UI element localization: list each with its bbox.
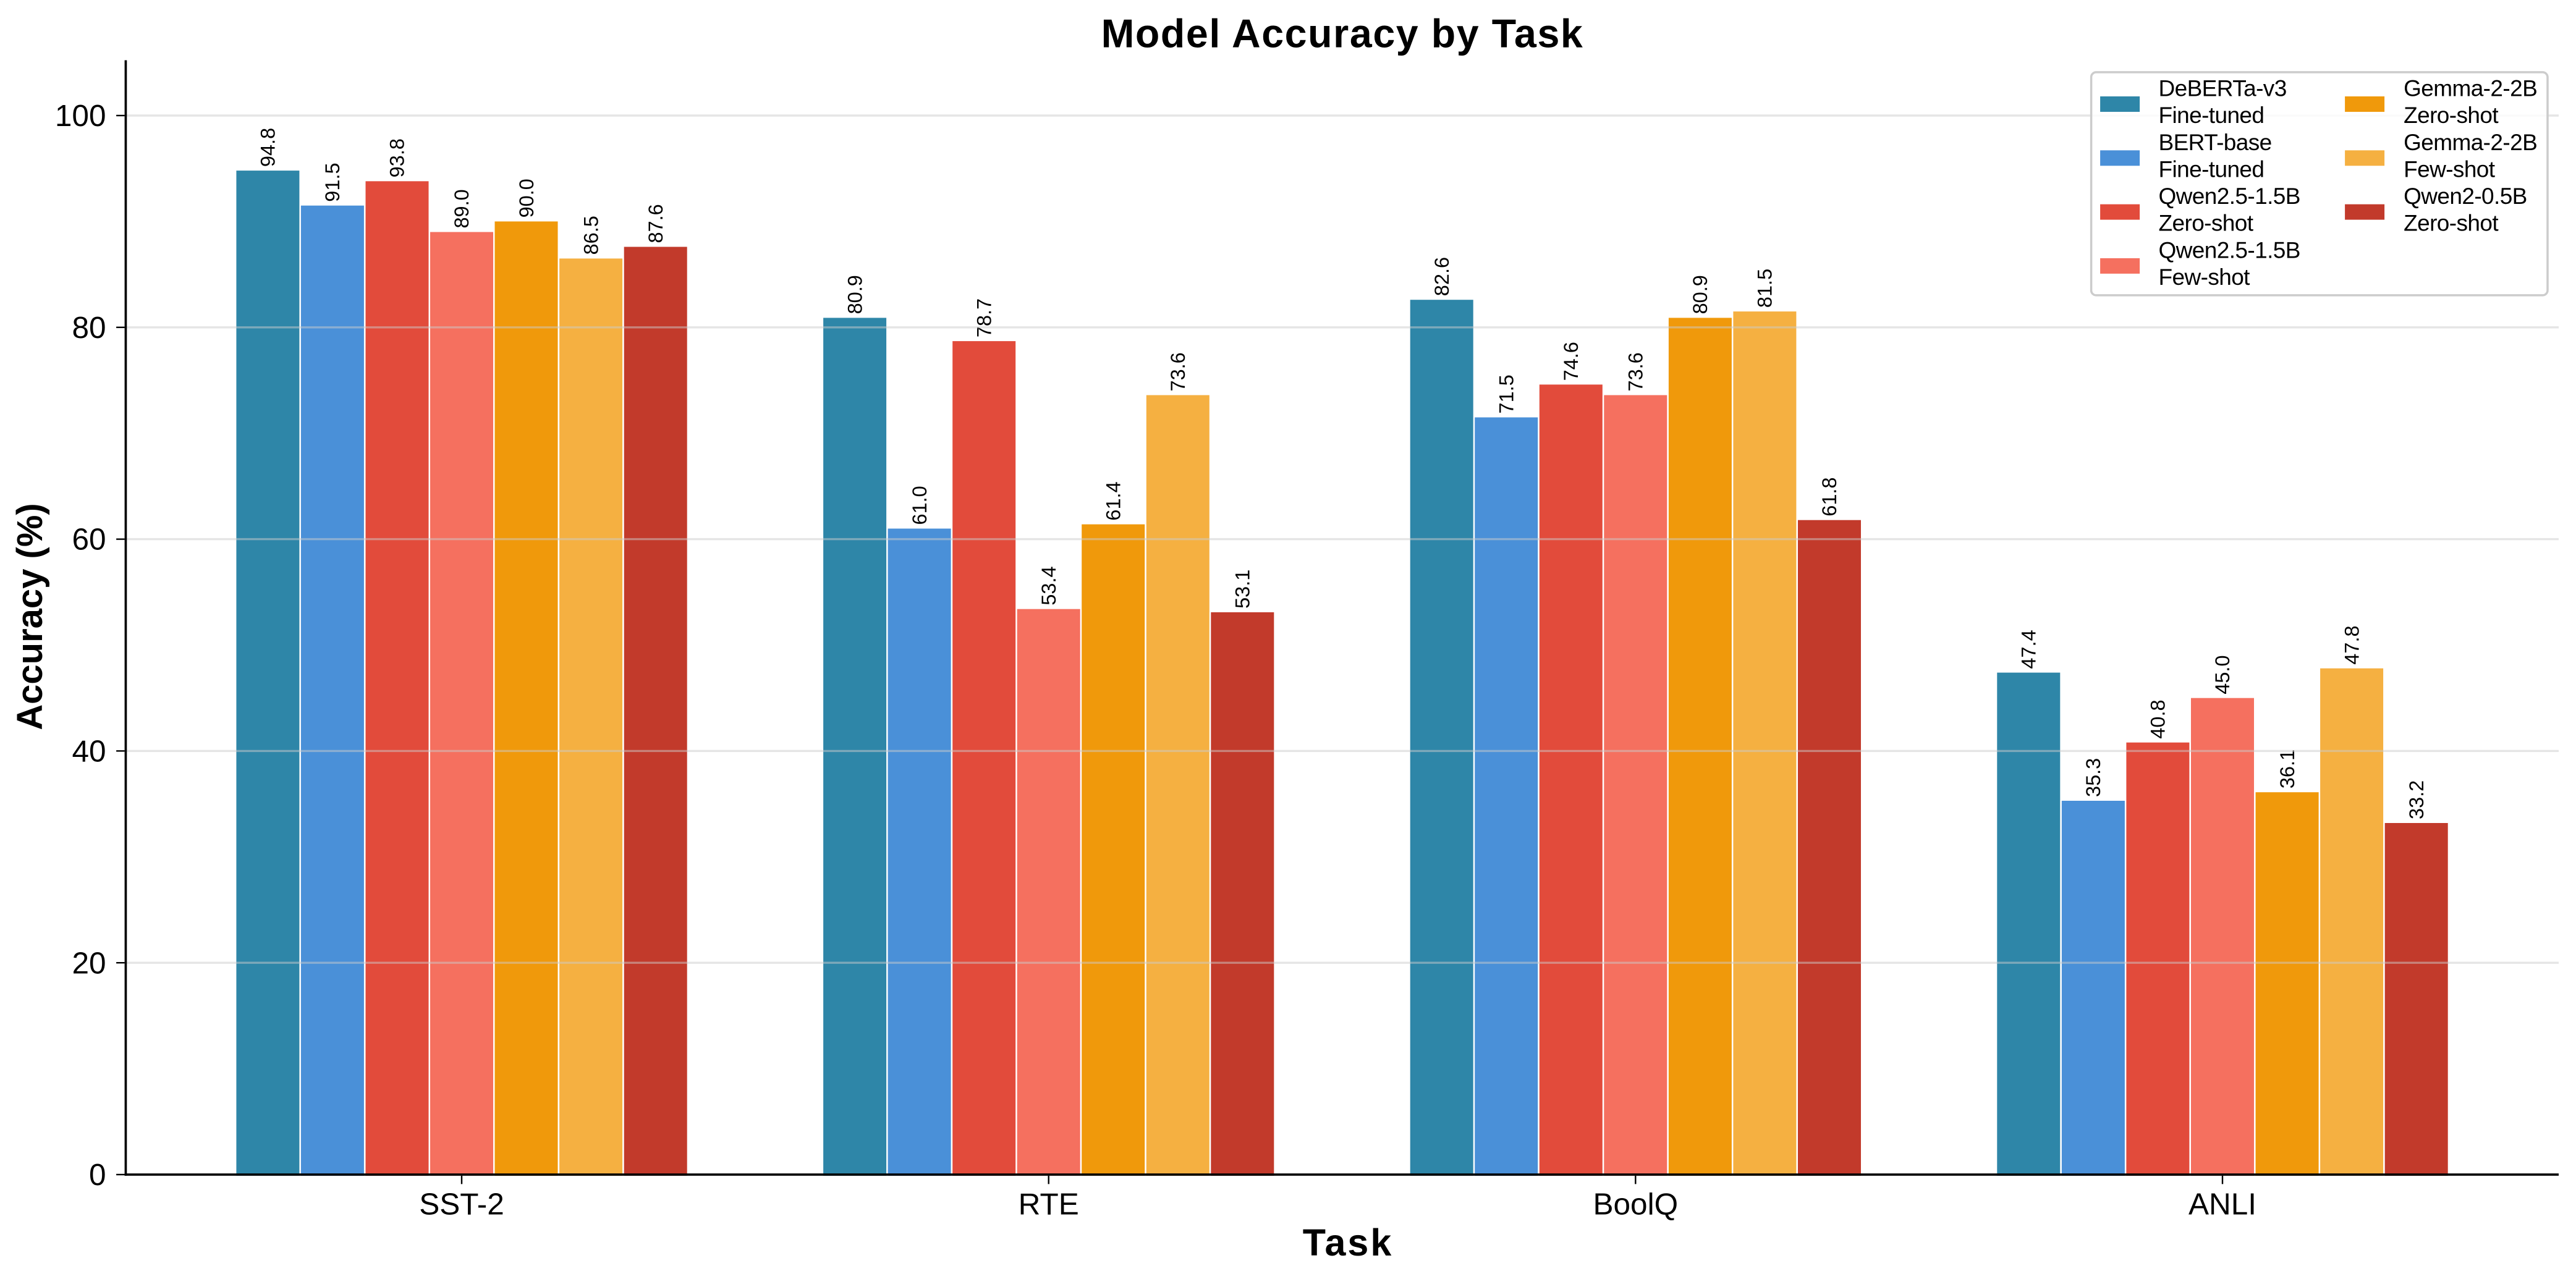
svg-text:71.5: 71.5 bbox=[1495, 374, 1517, 413]
svg-text:20: 20 bbox=[72, 946, 106, 980]
svg-text:RTE: RTE bbox=[1019, 1188, 1079, 1222]
svg-text:73.6: 73.6 bbox=[1167, 352, 1189, 391]
svg-text:91.5: 91.5 bbox=[321, 163, 344, 201]
svg-text:DeBERTa-v3: DeBERTa-v3 bbox=[2159, 76, 2287, 101]
svg-text:94.8: 94.8 bbox=[257, 128, 279, 167]
svg-text:100: 100 bbox=[55, 99, 106, 133]
svg-text:Qwen2-0.5B: Qwen2-0.5B bbox=[2404, 184, 2527, 209]
svg-text:53.1: 53.1 bbox=[1232, 570, 1254, 609]
svg-text:33.2: 33.2 bbox=[2405, 780, 2428, 819]
svg-text:36.1: 36.1 bbox=[2276, 749, 2298, 788]
svg-text:53.4: 53.4 bbox=[1038, 566, 1060, 605]
svg-text:Fine-tuned: Fine-tuned bbox=[2159, 103, 2265, 128]
svg-text:Fine-tuned: Fine-tuned bbox=[2159, 156, 2265, 182]
svg-text:86.5: 86.5 bbox=[580, 216, 602, 255]
svg-text:61.0: 61.0 bbox=[909, 486, 931, 525]
svg-text:61.8: 61.8 bbox=[1818, 477, 1841, 516]
svg-text:Zero-shot: Zero-shot bbox=[2404, 103, 2499, 128]
svg-text:80.9: 80.9 bbox=[1689, 275, 1711, 314]
svg-text:93.8: 93.8 bbox=[386, 138, 409, 177]
svg-text:60: 60 bbox=[72, 523, 106, 557]
svg-text:Few-shot: Few-shot bbox=[2404, 156, 2496, 182]
svg-text:Zero-shot: Zero-shot bbox=[2404, 211, 2499, 236]
svg-text:Gemma-2-2B: Gemma-2-2B bbox=[2404, 130, 2537, 155]
svg-text:40.8: 40.8 bbox=[2147, 699, 2169, 738]
svg-text:SST-2: SST-2 bbox=[419, 1188, 504, 1222]
svg-text:80: 80 bbox=[72, 311, 106, 345]
svg-text:35.3: 35.3 bbox=[2082, 758, 2104, 797]
svg-text:89.0: 89.0 bbox=[451, 189, 473, 228]
svg-text:BoolQ: BoolQ bbox=[1593, 1188, 1679, 1222]
svg-text:Qwen2.5-1.5B: Qwen2.5-1.5B bbox=[2159, 237, 2300, 263]
svg-text:47.8: 47.8 bbox=[2341, 625, 2363, 664]
svg-text:80.9: 80.9 bbox=[844, 275, 866, 314]
svg-text:Few-shot: Few-shot bbox=[2159, 264, 2251, 290]
svg-text:45.0: 45.0 bbox=[2211, 655, 2234, 694]
svg-text:Zero-shot: Zero-shot bbox=[2159, 211, 2254, 236]
svg-text:Accuracy (%): Accuracy (%) bbox=[10, 503, 50, 730]
svg-text:73.6: 73.6 bbox=[1625, 352, 1647, 391]
svg-text:87.6: 87.6 bbox=[645, 204, 667, 243]
svg-text:81.5: 81.5 bbox=[1754, 269, 1776, 308]
svg-text:61.4: 61.4 bbox=[1103, 481, 1125, 520]
svg-text:78.7: 78.7 bbox=[973, 298, 995, 337]
svg-text:82.6: 82.6 bbox=[1431, 257, 1453, 296]
svg-text:ANLI: ANLI bbox=[2188, 1188, 2256, 1222]
svg-text:74.6: 74.6 bbox=[1560, 342, 1582, 381]
svg-text:0: 0 bbox=[89, 1158, 106, 1192]
svg-text:40: 40 bbox=[72, 734, 106, 768]
svg-text:Task: Task bbox=[1303, 1222, 1394, 1264]
svg-text:Model Accuracy by Task: Model Accuracy by Task bbox=[1101, 12, 1584, 56]
svg-text:Qwen2.5-1.5B: Qwen2.5-1.5B bbox=[2159, 184, 2300, 209]
svg-text:Gemma-2-2B: Gemma-2-2B bbox=[2404, 76, 2537, 101]
svg-text:BERT-base: BERT-base bbox=[2159, 130, 2272, 155]
svg-text:90.0: 90.0 bbox=[515, 179, 538, 217]
svg-text:47.4: 47.4 bbox=[2018, 630, 2040, 669]
